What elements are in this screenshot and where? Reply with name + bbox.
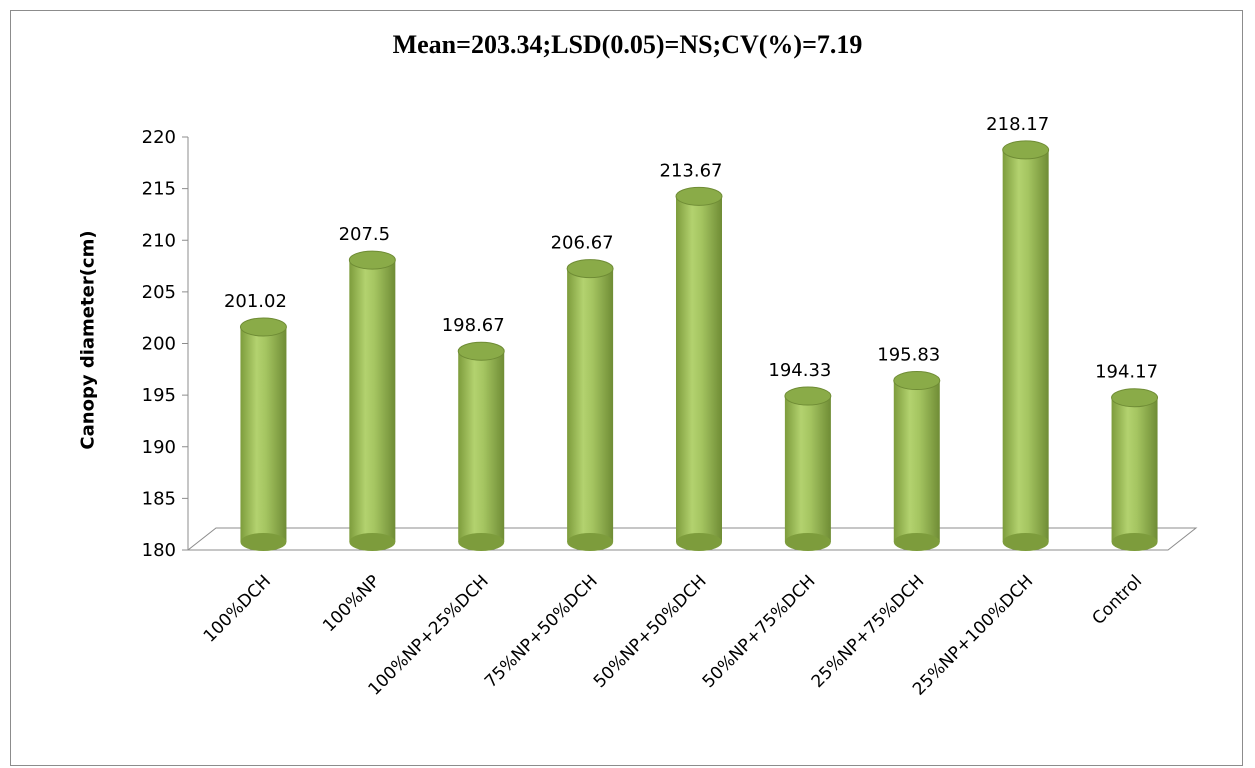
bar xyxy=(348,250,396,551)
bar-top xyxy=(784,386,832,406)
category-label: 50%NP+75%DCH xyxy=(699,571,820,692)
bar-top xyxy=(1111,388,1159,408)
bar xyxy=(675,186,723,551)
bar-base xyxy=(784,533,831,551)
bar-base xyxy=(676,533,722,551)
bar xyxy=(893,371,941,551)
category-label: 100%NP xyxy=(319,571,384,636)
bar-base xyxy=(240,533,287,551)
bar-top xyxy=(457,341,505,361)
bar-base xyxy=(567,533,614,551)
data-label: 213.67 xyxy=(660,160,723,181)
bar-body xyxy=(676,196,722,543)
bar-top xyxy=(893,371,941,391)
bar-base xyxy=(458,533,505,551)
y-tick-label: 210 xyxy=(142,230,176,251)
data-label: 194.17 xyxy=(1095,362,1158,383)
bar-body xyxy=(349,260,396,542)
category-label: 25%NP+75%DCH xyxy=(808,571,929,692)
bar-base xyxy=(349,533,396,551)
y-tick-label: 195 xyxy=(142,385,176,406)
bar-top xyxy=(239,317,287,337)
data-label: 206.67 xyxy=(551,233,614,254)
bar xyxy=(1111,388,1159,551)
y-tick-label: 200 xyxy=(142,334,176,355)
data-label: 201.02 xyxy=(224,291,287,312)
y-tick-label: 190 xyxy=(142,437,176,458)
data-label: 195.83 xyxy=(877,345,940,366)
bar-top xyxy=(566,259,614,279)
bar-body xyxy=(893,380,940,542)
bar-body xyxy=(1002,149,1049,542)
bar-body xyxy=(1111,397,1158,542)
chart-title: Mean=203.34;LSD(0.05)=NS;CV(%)=7.19 xyxy=(392,30,863,59)
bar-body xyxy=(458,351,505,542)
category-label: Control xyxy=(1088,571,1146,629)
data-label: 198.67 xyxy=(442,315,505,336)
bar-body xyxy=(240,326,287,542)
bar xyxy=(1002,140,1050,551)
bar-body xyxy=(784,396,831,542)
category-label: 25%NP+100%DCH xyxy=(909,571,1037,699)
bar xyxy=(784,386,832,551)
bar xyxy=(239,317,287,551)
y-tick-label: 205 xyxy=(142,282,176,303)
y-tick-label: 215 xyxy=(142,179,176,200)
category-label: 100%NP+25%DCH xyxy=(365,571,493,699)
bar-base xyxy=(1002,533,1049,551)
y-tick-label: 220 xyxy=(142,127,176,148)
y-tick-label: 185 xyxy=(142,488,176,509)
bar-top xyxy=(348,250,396,270)
y-tick-label: 180 xyxy=(142,540,176,561)
bar xyxy=(457,341,505,551)
category-label: 100%DCH xyxy=(200,571,275,646)
category-label: 50%NP+50%DCH xyxy=(590,571,711,692)
category-label: 75%NP+50%DCH xyxy=(481,571,602,692)
data-label: 207.5 xyxy=(339,224,391,245)
bar xyxy=(566,259,614,551)
bar-top xyxy=(1002,140,1050,160)
bar-base xyxy=(893,533,940,551)
bar-body xyxy=(567,268,614,542)
data-label: 194.33 xyxy=(768,360,831,381)
bar-base xyxy=(1111,533,1158,551)
bar-top xyxy=(675,186,723,206)
data-label: 218.17 xyxy=(986,114,1049,135)
